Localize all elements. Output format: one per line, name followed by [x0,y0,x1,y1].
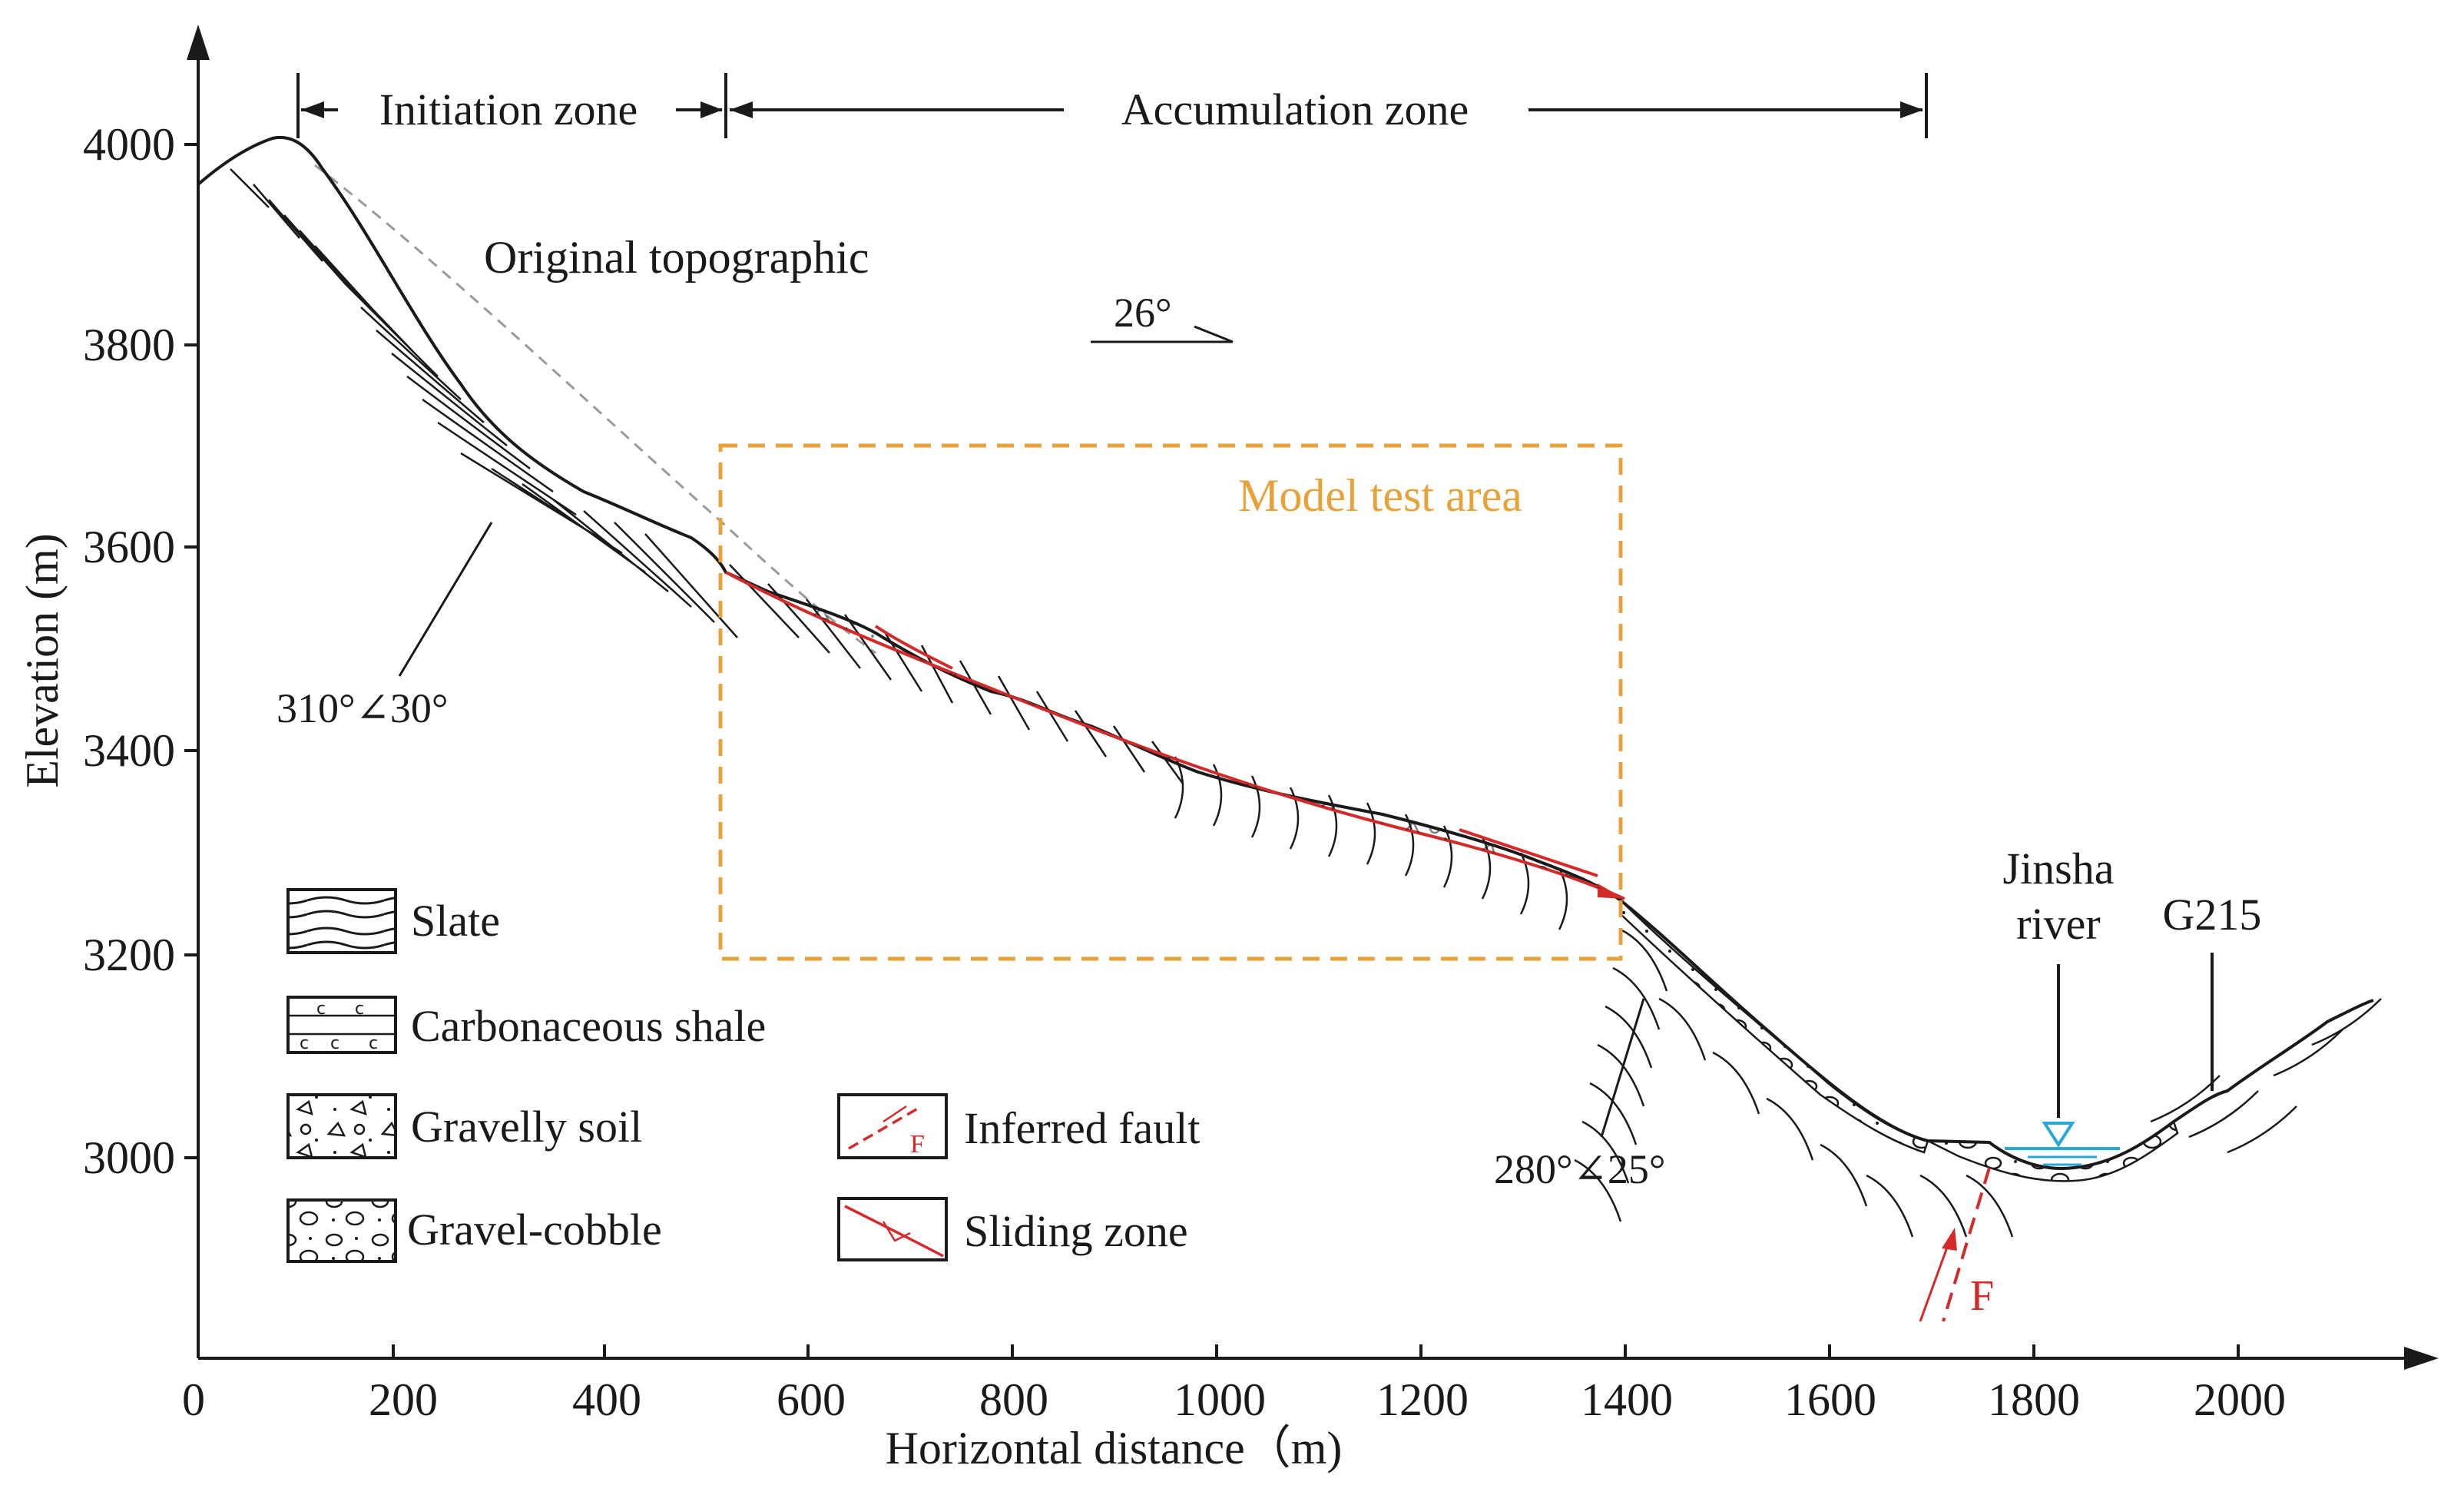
river-label-line1: Jinsha [2003,844,2115,893]
attitude-leader-line [1600,998,1645,1138]
bedrock-bedding-hatch [230,168,2382,1238]
y-tick-label: 3800 [83,320,175,370]
y-tick-label: 3200 [83,930,175,980]
legend-item-slate: Slate [286,888,500,954]
arrow-right-icon [1900,101,1923,118]
y-tick-label: 3000 [83,1132,175,1183]
svg-text:c: c [369,1034,378,1053]
x-tick-label: 0 [182,1374,205,1425]
svg-text:c: c [330,1034,339,1053]
road-label: G215 [2163,890,2262,940]
attitude-upper-label: 310°∠30° [277,685,448,731]
legend-label: Slate [411,896,500,946]
legend: Slate c c c c c Carbonaceous shale Grave… [286,888,1201,1263]
fault-arrow-icon [1942,1228,1957,1251]
water-level-icon [2042,1122,2075,1148]
gravel-cobble-deposit [1619,898,1929,1154]
legend-item-sliding-zone: Sliding zone [837,1197,1188,1261]
x-tick-label: 2000 [2194,1374,2286,1425]
y-axis-title: Elevation (m) [17,533,68,788]
slope-angle-indicator: 26° [1091,290,1234,343]
legend-label: Sliding zone [964,1206,1188,1256]
arrow-left-icon [301,101,324,118]
attitude-leader-line [398,522,493,677]
model-test-area-box [718,443,1623,961]
river-bed-gravel [1927,1119,2179,1182]
svg-text:F: F [910,1130,925,1159]
y-tick-label: 4000 [83,119,175,170]
gravel-cobble-swatch-icon [286,1198,397,1263]
model-test-area-label: Model test area [1238,470,1522,521]
legend-item-gravelly-soil: Gravelly soil [286,1093,642,1159]
x-axis-arrow-icon [2404,1347,2439,1370]
legend-label: Gravel-cobble [407,1205,662,1255]
attitude-lower-label: 280°∠25° [1494,1146,1665,1192]
y-tick-label: 3600 [83,522,175,572]
x-tick-label: 1400 [1581,1374,1673,1425]
gravelly-soil-deposit [726,572,1624,900]
x-axis-ticks [197,1344,2240,1358]
svg-text:c: c [316,999,326,1019]
legend-label: Carbonaceous shale [411,1001,766,1051]
sliding-zone-line [874,625,953,670]
legend-item-carbonaceous-shale: c c c c c Carbonaceous shale [286,996,766,1054]
accumulation-zone-label: Accumulation zone [1121,85,1469,134]
arrow-right-icon [700,101,723,118]
axes [187,25,2439,1370]
x-axis-title: Horizontal distance（m) [886,1423,1343,1473]
y-tick-label: 3400 [83,725,175,776]
inferred-fault: F [1919,1167,1994,1322]
x-tick-label: 800 [979,1374,1048,1425]
legend-item-inferred-fault: F Inferred fault [837,1093,1201,1159]
slope-angle-label: 26° [1114,290,1172,336]
x-axis-tick-labels: 0 200 400 600 800 1000 1200 1400 1600 18… [182,1374,2286,1425]
fault-label: F [1970,1272,1994,1320]
legend-label: Inferred fault [964,1103,1201,1153]
slate-swatch-icon [286,888,397,954]
x-tick-label: 1600 [1784,1374,1876,1425]
zone-markers: Initiation zone Accumulation zone [296,73,1928,138]
y-axis-tick-labels: 3000 3200 3400 3600 3800 4000 [83,119,175,1183]
fault-swatch-icon [837,1093,948,1159]
gravelly-soil-swatch-icon [286,1093,397,1159]
svg-text:c: c [355,999,364,1019]
x-tick-label: 600 [777,1374,846,1425]
y-axis-arrow-icon [187,25,210,60]
original-topographic-label: Original topographic [484,232,869,283]
legend-label: Gravelly soil [411,1102,642,1152]
sliding-direction-icon [1598,883,1624,899]
y-axis-ticks [184,143,198,1159]
x-tick-label: 200 [369,1374,438,1425]
arrow-left-icon [730,101,753,118]
shale-swatch-icon [286,996,397,1054]
x-tick-label: 400 [572,1374,641,1425]
sliding-zone-line [1459,828,1598,877]
river-label-line2: river [2016,899,2101,949]
x-tick-label: 1000 [1174,1374,1266,1425]
x-tick-label: 1800 [1988,1374,2080,1425]
svg-text:c: c [300,1034,309,1053]
initiation-zone-label: Initiation zone [379,85,638,134]
jinsha-river-marker: Jinsha river [2003,844,2120,1166]
legend-item-gravel-cobble: Gravel-cobble [286,1198,662,1263]
x-tick-label: 1200 [1376,1374,1469,1425]
g215-road-marker: G215 [2163,890,2262,1091]
